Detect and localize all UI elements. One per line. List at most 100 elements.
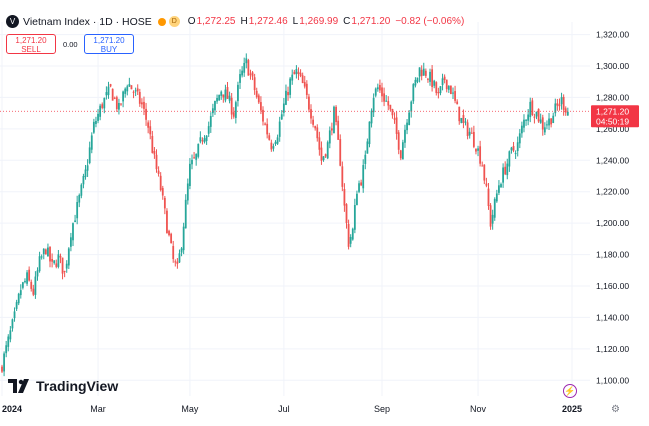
- candle-body: [266, 123, 269, 135]
- candle-body: [287, 92, 289, 96]
- candle-body: [550, 118, 553, 125]
- candle-body: [182, 226, 185, 251]
- candle-body: [161, 188, 164, 196]
- close-label: C: [343, 16, 351, 27]
- open-value: 1,272.25: [196, 16, 236, 27]
- candle-body: [341, 166, 344, 187]
- candle-body: [216, 97, 218, 102]
- candle-body: [435, 82, 438, 93]
- candle-body: [498, 185, 500, 193]
- candle-body: [176, 261, 179, 264]
- candle-body: [24, 280, 26, 283]
- candle-body: [566, 111, 569, 116]
- candle-body: [51, 259, 54, 262]
- candle-body: [134, 90, 137, 92]
- candle-body: [523, 119, 525, 128]
- candle-body: [128, 84, 131, 87]
- candle-body: [230, 97, 233, 115]
- candle-body: [477, 148, 479, 151]
- candle-body: [424, 70, 427, 76]
- candle-body: [255, 90, 258, 98]
- candle-body: [19, 290, 22, 296]
- last-price-tag: [591, 105, 639, 128]
- candle-body: [168, 230, 170, 236]
- candle-body: [107, 86, 110, 96]
- candle-body: [351, 228, 354, 240]
- candle-body: [376, 87, 379, 90]
- x-tick-label: Sep: [374, 404, 390, 414]
- candle-body: [333, 106, 335, 134]
- candle-body: [337, 120, 340, 140]
- candle-body: [26, 272, 28, 284]
- candle-body: [126, 86, 129, 92]
- candle-body: [15, 302, 18, 309]
- candle-body: [245, 58, 248, 64]
- candle-body: [1, 366, 3, 372]
- candle-body: [159, 175, 162, 191]
- candle-body: [445, 79, 448, 90]
- candle-body: [67, 248, 70, 266]
- candle-body: [103, 97, 106, 109]
- candle-body: [548, 118, 550, 126]
- tradingview-logo[interactable]: TradingView: [8, 378, 118, 394]
- candle-body: [422, 68, 425, 76]
- candle-body: [32, 288, 35, 295]
- symbol-title[interactable]: Vietnam Index · 1D · HOSE: [23, 15, 152, 28]
- candle-body: [115, 97, 118, 110]
- bolt-icon[interactable]: ⚡: [563, 384, 577, 398]
- candle-body: [86, 165, 89, 171]
- candle-body: [205, 135, 208, 141]
- candle-body: [3, 353, 5, 372]
- candle-body: [489, 205, 492, 227]
- candle-body: [502, 167, 504, 183]
- candle-body: [174, 261, 177, 263]
- candle-body: [222, 94, 225, 98]
- x-tick-label: Nov: [470, 404, 487, 414]
- candle-body: [209, 116, 212, 127]
- candle-body: [257, 95, 260, 103]
- candle-body: [251, 72, 254, 77]
- candle-body: [443, 76, 446, 80]
- candle-body: [393, 118, 396, 120]
- candle-body: [207, 126, 210, 134]
- candle-body: [289, 78, 292, 95]
- candle-body: [80, 184, 83, 196]
- candle-body: [439, 86, 442, 94]
- candle-body: [464, 121, 467, 123]
- candle-body: [520, 125, 523, 134]
- candle-body: [70, 237, 72, 247]
- candle-body: [539, 119, 542, 123]
- candle-body: [59, 255, 62, 258]
- tradingview-logo-text: TradingView: [36, 378, 119, 394]
- candle-body: [237, 84, 239, 102]
- candle-body: [349, 237, 352, 244]
- candle-body: [491, 214, 494, 224]
- candle-body: [151, 135, 154, 153]
- buy-button[interactable]: 1,271.20 BUY: [84, 34, 134, 54]
- candle-body: [510, 147, 513, 151]
- candle-body: [485, 183, 488, 186]
- candle-body: [433, 80, 436, 86]
- candle-body: [406, 122, 408, 131]
- candle-body: [460, 117, 463, 124]
- candle-body: [153, 151, 156, 155]
- candle-body: [95, 120, 97, 124]
- gear-icon[interactable]: ⚙: [611, 404, 620, 415]
- candle-body: [543, 127, 546, 133]
- candle-body: [17, 293, 20, 304]
- candle-body: [264, 123, 266, 125]
- symbol-icon[interactable]: V: [6, 15, 19, 28]
- candle-body: [385, 100, 388, 102]
- data-status-badge[interactable]: D: [168, 16, 180, 27]
- candle-body: [343, 189, 346, 206]
- sell-button[interactable]: 1,271.20 SELL: [6, 34, 56, 54]
- countdown-label: 04:50:19: [596, 116, 629, 126]
- candle-body: [105, 92, 108, 96]
- candle-body: [49, 246, 51, 262]
- candle-body: [416, 77, 419, 82]
- candle-body: [291, 74, 294, 81]
- candle-body: [326, 142, 329, 159]
- candle-body: [324, 154, 327, 157]
- candle-body: [345, 204, 348, 224]
